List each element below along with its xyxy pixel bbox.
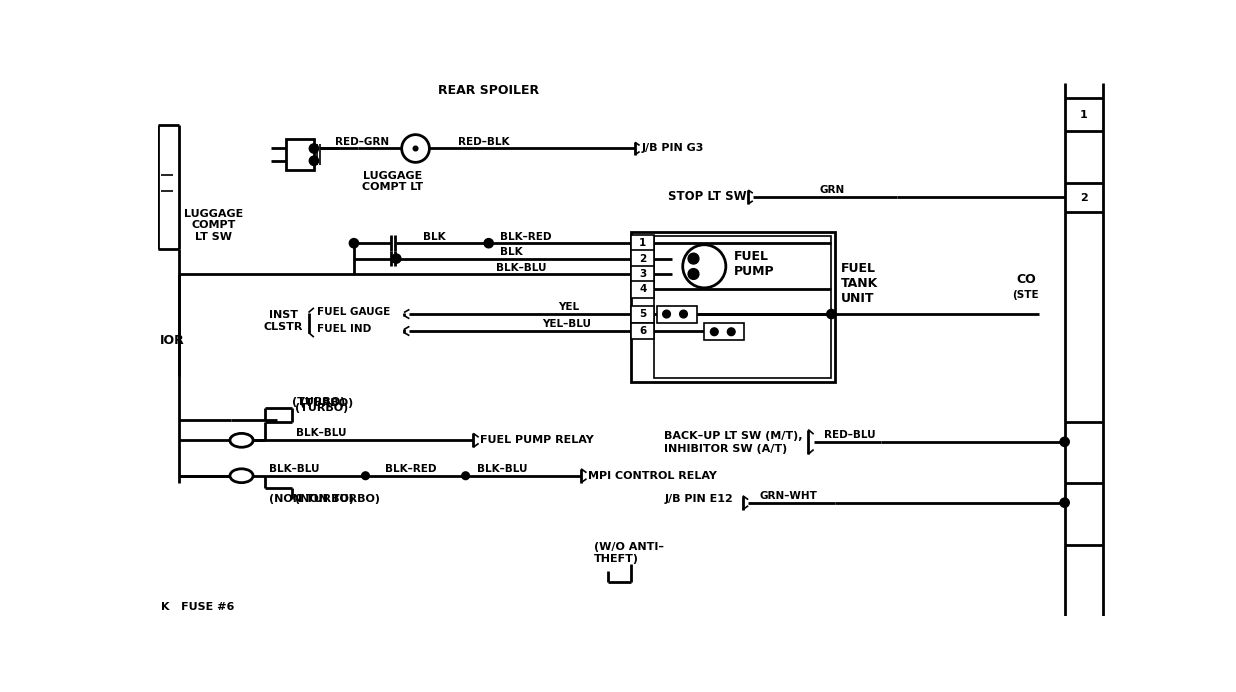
Circle shape bbox=[413, 146, 418, 151]
Text: FUEL IND: FUEL IND bbox=[316, 325, 371, 334]
Text: 1: 1 bbox=[1080, 109, 1088, 120]
Text: 4: 4 bbox=[639, 284, 646, 294]
Circle shape bbox=[485, 239, 493, 248]
Text: INST
CLSTR: INST CLSTR bbox=[263, 310, 303, 331]
Bar bbox=[632, 235, 654, 252]
Text: BLK–BLU: BLK–BLU bbox=[269, 464, 320, 474]
Text: 1: 1 bbox=[639, 238, 646, 248]
Circle shape bbox=[350, 239, 358, 248]
Text: J/B PIN G3: J/B PIN G3 bbox=[641, 143, 703, 154]
Text: (TURBO): (TURBO) bbox=[300, 398, 353, 408]
Text: (STE: (STE bbox=[1012, 290, 1039, 300]
Circle shape bbox=[662, 310, 670, 318]
Text: FUEL
PUMP: FUEL PUMP bbox=[733, 250, 774, 278]
Circle shape bbox=[392, 254, 400, 263]
Text: (NON TURBO): (NON TURBO) bbox=[294, 494, 379, 504]
Bar bbox=[656, 306, 697, 322]
Text: BLK: BLK bbox=[423, 232, 446, 242]
Bar bbox=[287, 139, 314, 170]
Text: BLK–BLU: BLK–BLU bbox=[297, 428, 346, 439]
Circle shape bbox=[688, 268, 698, 280]
Text: 6: 6 bbox=[639, 326, 646, 336]
Bar bbox=[654, 235, 832, 378]
Circle shape bbox=[309, 156, 319, 165]
Text: FUEL GAUGE: FUEL GAUGE bbox=[316, 307, 391, 317]
Bar bbox=[632, 266, 654, 282]
Text: LUGGAGE
COMPT LT: LUGGAGE COMPT LT bbox=[362, 171, 423, 192]
Text: 2: 2 bbox=[1080, 193, 1088, 203]
Ellipse shape bbox=[230, 468, 253, 483]
Bar bbox=[632, 322, 654, 340]
Ellipse shape bbox=[230, 433, 253, 447]
Text: LUGGAGE
COMPT
LT SW: LUGGAGE COMPT LT SW bbox=[184, 209, 243, 242]
Text: STOP LT SW: STOP LT SW bbox=[667, 190, 747, 203]
Text: IOR: IOR bbox=[159, 334, 184, 347]
Text: (TURBO): (TURBO) bbox=[293, 397, 346, 407]
Text: J/B PIN E12: J/B PIN E12 bbox=[664, 494, 733, 504]
Text: K   FUSE #6: K FUSE #6 bbox=[162, 601, 235, 612]
Text: 3: 3 bbox=[639, 269, 646, 279]
Text: BLK–BLU: BLK–BLU bbox=[497, 263, 546, 273]
Circle shape bbox=[688, 253, 698, 264]
Text: RED–BLU: RED–BLU bbox=[823, 430, 875, 440]
Text: 5: 5 bbox=[639, 309, 646, 319]
Text: INHIBITOR SW (A/T): INHIBITOR SW (A/T) bbox=[664, 444, 787, 454]
Text: REAR SPOILER: REAR SPOILER bbox=[438, 84, 539, 98]
Text: (NON TURBO): (NON TURBO) bbox=[269, 494, 355, 504]
Bar bbox=[632, 232, 836, 382]
Circle shape bbox=[362, 472, 370, 480]
Circle shape bbox=[1060, 498, 1069, 507]
Bar bbox=[632, 250, 654, 267]
Text: FUEL
TANK
UNIT: FUEL TANK UNIT bbox=[842, 262, 879, 304]
Text: BACK–UP LT SW (M/T),: BACK–UP LT SW (M/T), bbox=[664, 432, 802, 441]
Text: BLK: BLK bbox=[501, 248, 523, 257]
Circle shape bbox=[1060, 437, 1069, 446]
Ellipse shape bbox=[230, 434, 253, 446]
Circle shape bbox=[827, 309, 836, 318]
Circle shape bbox=[711, 328, 718, 336]
Text: CO: CO bbox=[1016, 273, 1036, 286]
Text: BLK–BLU: BLK–BLU bbox=[477, 464, 528, 474]
Circle shape bbox=[682, 245, 726, 288]
Text: RED–GRN: RED–GRN bbox=[335, 137, 389, 147]
Circle shape bbox=[309, 144, 319, 153]
Text: RED–BLK: RED–BLK bbox=[457, 137, 509, 147]
Text: GRN–WHT: GRN–WHT bbox=[760, 491, 817, 501]
Circle shape bbox=[462, 472, 470, 480]
Text: BLK–RED: BLK–RED bbox=[384, 464, 436, 474]
Text: FUEL PUMP RELAY: FUEL PUMP RELAY bbox=[481, 435, 595, 446]
Circle shape bbox=[680, 310, 687, 318]
Text: GRN: GRN bbox=[819, 185, 845, 195]
Bar bbox=[705, 323, 744, 340]
Bar bbox=[632, 281, 654, 298]
Circle shape bbox=[402, 135, 429, 163]
Circle shape bbox=[728, 328, 735, 336]
Text: 2: 2 bbox=[639, 253, 646, 264]
Text: YEL–BLU: YEL–BLU bbox=[543, 319, 592, 329]
Text: MPI CONTROL RELAY: MPI CONTROL RELAY bbox=[588, 471, 717, 481]
Text: (TURBO): (TURBO) bbox=[294, 403, 347, 413]
Text: (W/O ANTI–
THEFT): (W/O ANTI– THEFT) bbox=[595, 542, 664, 563]
Text: YEL: YEL bbox=[557, 302, 580, 312]
Text: BLK–RED: BLK–RED bbox=[501, 232, 551, 242]
Bar bbox=[632, 306, 654, 322]
